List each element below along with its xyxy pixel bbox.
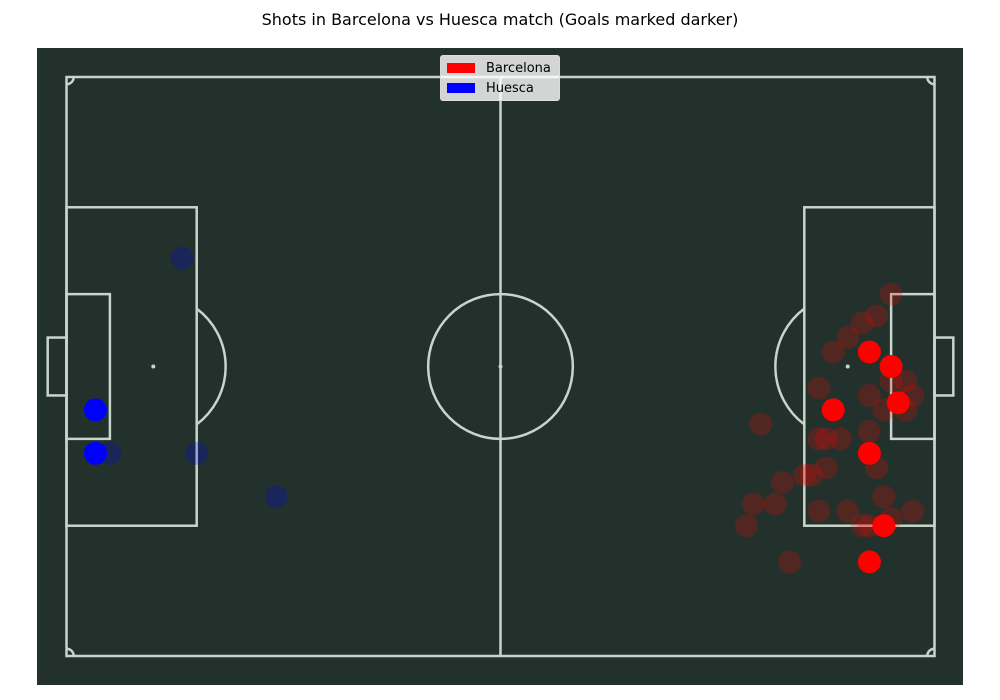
shot-point-huesca-miss — [170, 246, 194, 270]
corner-arc-top-left — [66, 76, 75, 86]
shot-point-barcelona-goal — [886, 391, 910, 415]
shot-point-barcelona-miss — [894, 369, 918, 393]
shot-point-barcelona-miss — [792, 463, 816, 487]
right-penalty-arc — [774, 307, 806, 426]
legend-swatch-huesca — [447, 83, 475, 93]
shot-point-barcelona-miss — [814, 456, 838, 480]
shot-point-huesca-goal — [83, 398, 107, 422]
shot-point-barcelona-miss — [821, 340, 845, 364]
shot-point-barcelona-miss — [836, 326, 860, 350]
corner-arc-top-right — [926, 76, 935, 86]
shot-point-barcelona-miss — [872, 485, 896, 509]
centre-circle — [426, 292, 575, 441]
shot-point-barcelona-miss — [807, 499, 831, 523]
corner-arc-bottom-right — [926, 647, 935, 657]
shot-point-barcelona-miss — [778, 550, 802, 574]
shot-point-huesca-miss — [185, 441, 209, 465]
shot-point-barcelona-miss — [749, 412, 773, 436]
left-goal — [46, 336, 68, 397]
left-penalty-arc — [195, 307, 227, 426]
shot-point-barcelona-miss — [857, 383, 881, 407]
shot-point-barcelona-miss — [879, 282, 903, 306]
legend-entry-huesca: Huesca — [447, 79, 534, 97]
shot-point-barcelona-goal — [857, 550, 881, 574]
shot-point-barcelona-miss — [857, 420, 881, 444]
legend-label-barcelona: Barcelona — [486, 60, 551, 76]
legend-entry-barcelona: Barcelona — [447, 59, 551, 77]
shot-point-barcelona-miss — [734, 514, 758, 538]
shot-point-barcelona-miss — [800, 463, 824, 487]
shot-point-huesca-goal — [83, 441, 107, 465]
shot-point-barcelona-goal — [857, 340, 881, 364]
shot-point-huesca-miss — [264, 485, 288, 509]
corner-arc-bottom-left — [66, 647, 75, 657]
shot-point-barcelona-miss — [836, 499, 860, 523]
shot-point-barcelona-miss — [828, 427, 852, 451]
shot-point-barcelona-miss — [850, 311, 874, 335]
shot-markers — [83, 246, 925, 574]
shot-point-barcelona-goal — [857, 441, 881, 465]
shot-point-barcelona-miss — [807, 376, 831, 400]
shot-point-barcelona-miss — [865, 304, 889, 328]
shot-point-barcelona-miss — [901, 499, 925, 523]
right-penalty-spot — [845, 364, 850, 369]
legend-label-huesca: Huesca — [486, 80, 534, 96]
shot-point-barcelona-miss — [771, 470, 795, 494]
right-goal — [933, 336, 955, 397]
shot-point-barcelona-goal — [879, 355, 903, 378]
shot-point-barcelona-goal — [821, 398, 845, 422]
legend: Barcelona Huesca — [440, 55, 560, 101]
shot-point-barcelona-miss — [807, 427, 831, 451]
shot-point-barcelona-goal — [872, 514, 896, 538]
shot-point-barcelona-miss — [742, 492, 766, 516]
left-penalty-spot — [151, 364, 156, 369]
centre-spot — [498, 364, 503, 369]
shot-point-barcelona-miss — [850, 514, 874, 538]
legend-swatch-barcelona — [447, 63, 475, 73]
shot-point-barcelona-miss — [763, 492, 787, 516]
shot-point-barcelona-miss — [814, 427, 838, 451]
chart-title: Shots in Barcelona vs Huesca match (Goal… — [261, 10, 739, 29]
